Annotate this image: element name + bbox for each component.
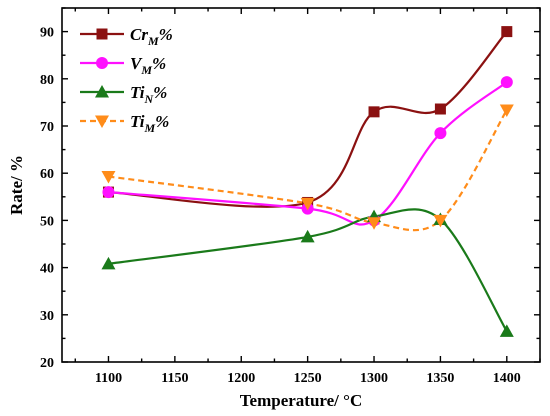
x-tick-label-1250: 1250 [294, 371, 322, 386]
data-point-crm-1300 [368, 106, 380, 118]
legend-marker-tim [95, 115, 109, 128]
series-curves [108, 30, 508, 332]
series-line-tim [108, 109, 508, 232]
series-line-tin [108, 208, 508, 332]
x-tick-label-1350: 1350 [426, 371, 454, 386]
y-tick-label-90: 90 [40, 26, 54, 41]
legend-label-vm: VM% [130, 54, 166, 77]
legend-marker-crm [96, 28, 108, 40]
data-point-tin-1400 [499, 324, 514, 337]
series-markers [101, 26, 514, 337]
legend-marker-vm [96, 57, 108, 69]
y-tick-label-30: 30 [40, 309, 54, 324]
data-point-vm-1400 [500, 76, 513, 89]
series-line-crm [108, 30, 508, 208]
y-tick-label-20: 20 [40, 356, 54, 371]
plot-frame [61, 7, 541, 363]
data-point-tim-1400 [499, 104, 514, 117]
series-line-vm [108, 81, 508, 226]
x-tick-label-1100: 1100 [95, 371, 122, 386]
data-point-crm-1400 [501, 26, 513, 38]
data-point-tin-1100 [101, 256, 116, 270]
y-tick-label-40: 40 [40, 262, 54, 277]
data-point-tim-1350 [433, 214, 448, 228]
axes: 1100 1150 1200 1250 1300 1350 1400 20 30 40 50 60 70… [40, 7, 541, 386]
legend: CrM% VM% TiN% TiM% [80, 25, 173, 135]
x-tick-label-1400: 1400 [493, 371, 521, 386]
data-point-vm-1350 [434, 127, 447, 140]
y-tick-label-60: 60 [40, 167, 54, 182]
y-tick-label-80: 80 [40, 73, 54, 88]
legend-label-tin: TiN% [130, 83, 167, 106]
data-point-crm-1350 [434, 103, 446, 115]
y-tick-label-50: 50 [40, 214, 54, 229]
y-axis-title: Rate/ % [7, 155, 26, 215]
legend-label-crm: CrM% [130, 25, 173, 48]
legend-label-tim: TiM% [130, 112, 169, 135]
data-point-tim-1100 [101, 171, 116, 184]
y-tick-label-70: 70 [40, 120, 54, 135]
data-point-tim-1300 [367, 217, 382, 230]
data-point-vm-1100 [102, 186, 115, 199]
x-axis-title: Temperature/ °C [240, 391, 362, 410]
x-tick-label-1200: 1200 [227, 371, 255, 386]
data-point-tin-1250 [300, 229, 315, 243]
legend-marker-tin [95, 85, 109, 98]
data-point-tim-1250 [300, 197, 315, 211]
x-tick-label-1150: 1150 [161, 371, 188, 386]
x-tick-label-1300: 1300 [360, 371, 388, 386]
